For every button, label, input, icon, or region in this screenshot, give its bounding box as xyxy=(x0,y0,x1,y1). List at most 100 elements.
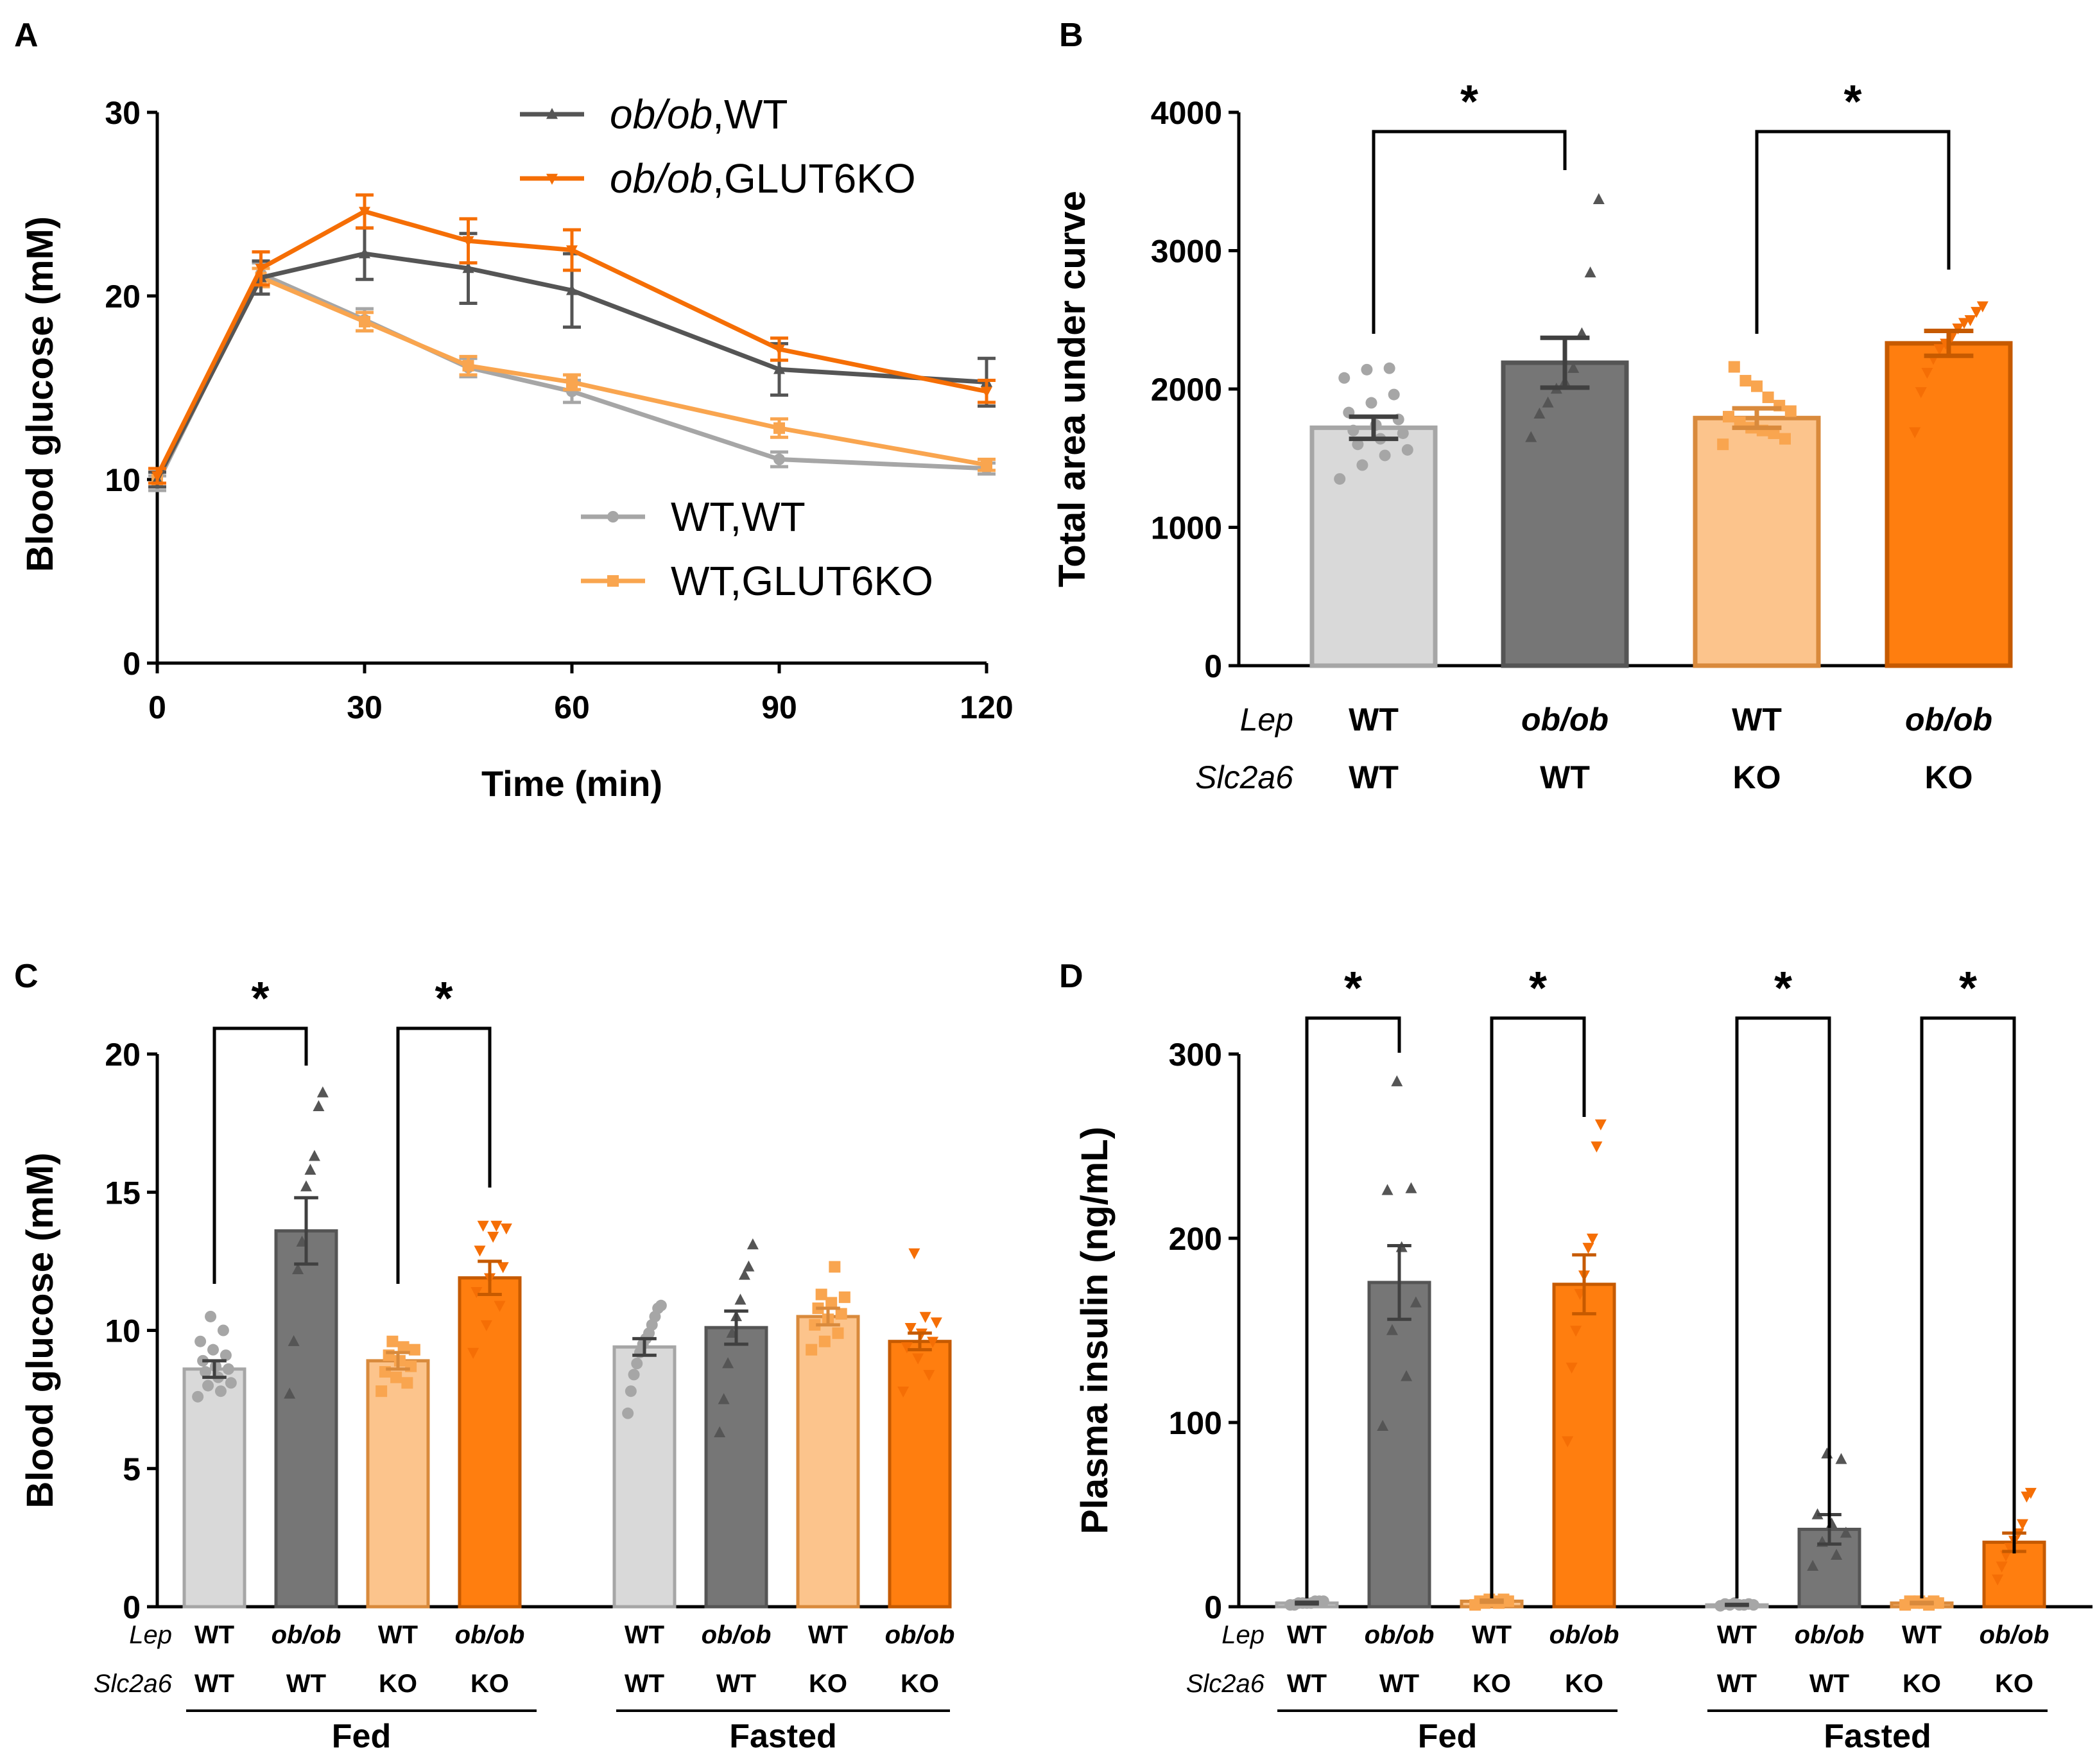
panel-b-data-point xyxy=(1762,391,1774,403)
panel-c-data-point xyxy=(908,1248,920,1259)
panel-a-x-tick-label: 60 xyxy=(554,689,590,725)
panel-b-data-point xyxy=(1768,427,1780,439)
panel-c-bar-2 xyxy=(366,1359,430,1609)
panel-c-data-point xyxy=(284,1387,296,1399)
panel-c-y-axis-title: Blood glucose (mM) xyxy=(19,1152,61,1508)
panel-c-data-point xyxy=(919,1311,931,1323)
panel-c-data-point xyxy=(912,1353,924,1365)
panel-c-data-point xyxy=(194,1335,207,1347)
panel-c-y-tick-label: 10 xyxy=(105,1313,141,1349)
panel-c-condition-label: Fed xyxy=(332,1718,391,1755)
panel-d-lep-label: WT xyxy=(1287,1621,1327,1649)
panel-c-data-point xyxy=(809,1319,821,1331)
panel-a-legend-marker xyxy=(607,575,619,587)
panel-b-y-axis-title: Total area under curve xyxy=(1051,191,1093,587)
panel-b-data-point xyxy=(1361,363,1373,376)
panel-b-significance-bracket xyxy=(1372,130,1567,334)
panel-a-legend-marker xyxy=(546,173,558,185)
panel-d-data-point xyxy=(1831,1548,1843,1560)
panel-d-lep-label: WT xyxy=(1472,1621,1512,1649)
panel-d-data-point xyxy=(1835,1453,1847,1464)
panel-a-legend-label-wt_ko: WT,GLUT6KO xyxy=(671,558,933,604)
panel-d-row-label-slc: Slc2a6 xyxy=(1186,1670,1265,1698)
panel-b-significance-star: * xyxy=(1843,76,1861,128)
panel-c-data-point xyxy=(487,1231,499,1243)
panel-c-lep-label: WT xyxy=(808,1621,848,1649)
panel-a-data-point xyxy=(359,316,370,328)
panel-b-data-point xyxy=(1717,438,1729,451)
panel-d-lep-label: ob/ob xyxy=(1980,1621,2050,1649)
panel-d-lep-label: ob/ob xyxy=(1795,1621,1865,1649)
panel-c-data-point xyxy=(743,1260,755,1272)
panel-c-data-point xyxy=(202,1379,214,1392)
panel-b-slc-label: KO xyxy=(1925,759,1973,795)
panel-d-significance-bracket xyxy=(1920,1016,2016,1598)
panel-a-data-point xyxy=(462,359,474,372)
panel-d-condition-label: Fed xyxy=(1418,1718,1477,1755)
panel-b-letter: B xyxy=(1059,17,1083,54)
panel-c-y-tick-label: 5 xyxy=(123,1451,141,1487)
panel-a-x-tick-label: 30 xyxy=(347,689,383,725)
panel-c-data-point xyxy=(207,1344,220,1356)
panel-d-lep-label: ob/ob xyxy=(1549,1621,1619,1649)
panel-d-data-point xyxy=(1825,1517,1838,1529)
panel-d-data-point xyxy=(1570,1326,1582,1337)
panel-d-lep-label: WT xyxy=(1717,1621,1757,1649)
panel-c-data-point xyxy=(200,1366,212,1378)
panel-a-data-point xyxy=(462,236,474,248)
panel-d-data-point xyxy=(1317,1595,1329,1607)
panel-d-significance-star: * xyxy=(1344,963,1362,1014)
panel-b-data-point xyxy=(1723,411,1734,423)
panel-b-data-point xyxy=(1921,367,1933,379)
panel-d-data-point xyxy=(1594,1119,1607,1130)
panel-a-y-tick-label: 10 xyxy=(105,462,141,498)
panel-c-data-point xyxy=(220,1349,232,1362)
panel-c-lep-label: WT xyxy=(194,1621,234,1649)
panel-c-lep-label: ob/ob xyxy=(702,1621,772,1649)
panel-c-significance-bracket xyxy=(396,1026,492,1284)
panel-c-bar-6 xyxy=(796,1315,860,1609)
panel-c-data-point xyxy=(408,1344,420,1356)
panel-c-data-point xyxy=(718,1393,730,1405)
panel-c-bar-7 xyxy=(888,1340,952,1609)
panel-d-significance-bracket xyxy=(1735,1016,1831,1598)
panel-b-significance-bracket xyxy=(1755,130,1951,334)
panel-d-y-tick-label: 100 xyxy=(1169,1405,1222,1441)
panel-c-data-point xyxy=(401,1377,413,1389)
panel-a-line-chart: 0 10 20 30 0 30 60 90 120 Time (min) Blood glucose… xyxy=(19,91,1014,804)
panel-c-data-point xyxy=(300,1180,312,1191)
panel-b-bar-0 xyxy=(1309,425,1438,668)
panel-b-data-point xyxy=(1401,444,1413,456)
panel-d-data-point xyxy=(1405,1182,1417,1193)
panel-d-slc-label: KO xyxy=(1995,1670,2033,1698)
panel-c-data-point xyxy=(397,1341,410,1353)
panel-d-slc-label: WT xyxy=(1287,1670,1327,1698)
panel-d-row-label-lep: Lep xyxy=(1221,1621,1264,1649)
panel-c-data-point xyxy=(825,1297,838,1309)
panel-b-data-point xyxy=(1525,431,1537,442)
panel-c-data-point xyxy=(746,1238,759,1250)
panel-b-row-label-slc: Slc2a6 xyxy=(1195,759,1293,795)
panel-b-slc-label: KO xyxy=(1733,759,1781,795)
panel-a-data-point xyxy=(566,245,578,257)
panel-d-data-point xyxy=(1586,1233,1598,1245)
panel-b-data-point xyxy=(1576,327,1588,338)
panel-c-data-point xyxy=(904,1322,917,1335)
panel-c-y-tick-label: 20 xyxy=(105,1037,141,1073)
panel-d-bar-1 xyxy=(1367,1281,1431,1609)
panel-b-bar-2 xyxy=(1693,415,1821,668)
panel-b-data-point xyxy=(1567,361,1580,373)
panel-c-data-point xyxy=(829,1261,841,1273)
panel-c-data-point xyxy=(304,1163,316,1175)
panel-c-significance-bracket xyxy=(212,1026,308,1284)
panel-c-slc-label: WT xyxy=(286,1670,326,1698)
panel-c-data-point xyxy=(467,1347,479,1359)
panel-d-letter: D xyxy=(1059,958,1083,995)
panel-b-lep-label: ob/ob xyxy=(1905,702,1992,738)
panel-b-data-point xyxy=(1976,301,1989,313)
panel-c-lep-label: ob/ob xyxy=(272,1621,341,1649)
panel-c-data-point xyxy=(631,1358,643,1370)
panel-c-data-point xyxy=(835,1308,847,1320)
panel-c-data-point xyxy=(393,1354,406,1367)
